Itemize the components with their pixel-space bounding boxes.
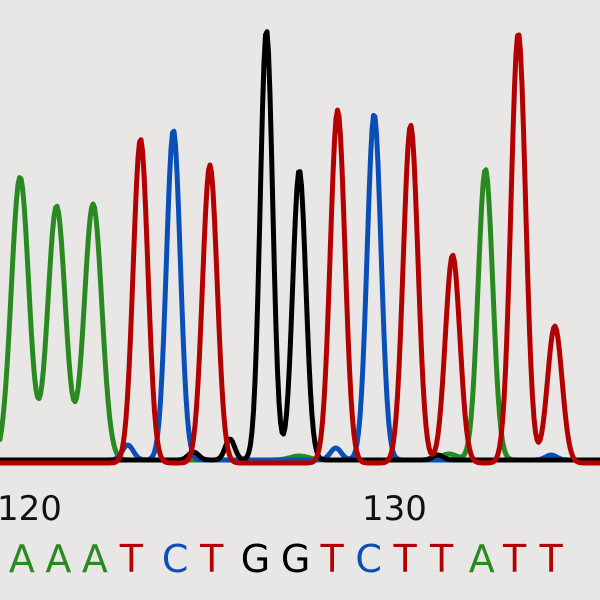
base-call: T <box>393 537 418 581</box>
base-call: C <box>355 537 382 581</box>
base-call: T <box>320 537 345 581</box>
base-call: T <box>119 537 144 581</box>
base-call: A <box>45 537 71 581</box>
x-tick-label: 120 <box>0 489 62 529</box>
base-call: A <box>82 537 108 581</box>
base-call: G <box>241 537 270 581</box>
trace-layer <box>0 29 600 466</box>
base-call: C <box>162 537 189 581</box>
base-call: T <box>502 537 527 581</box>
x-tick-label: 130 <box>362 489 427 529</box>
base-call: T <box>429 537 454 581</box>
base-call: A <box>9 537 35 581</box>
trace-a <box>0 167 600 463</box>
base-call: T <box>199 537 224 581</box>
base-call: T <box>539 537 564 581</box>
trace-g <box>0 29 600 463</box>
base-call: G <box>281 537 310 581</box>
trace-t <box>0 32 600 466</box>
x-axis-ticks: 120 130 <box>0 489 427 529</box>
base-call: A <box>469 537 495 581</box>
